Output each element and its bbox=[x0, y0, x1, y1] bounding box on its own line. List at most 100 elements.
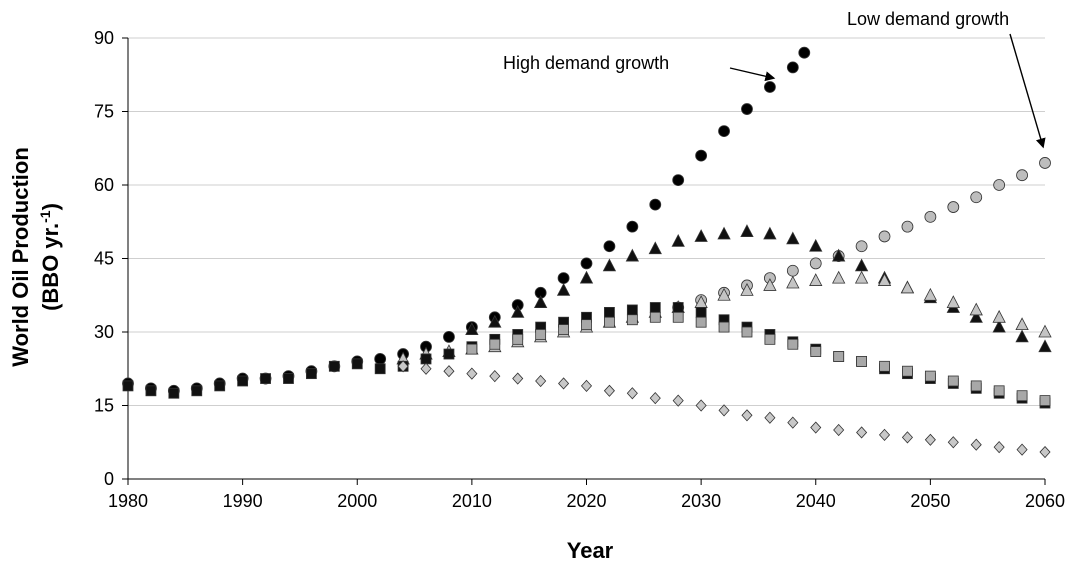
annotation-low-demand: Low demand growth bbox=[847, 9, 1009, 29]
series-5-square bbox=[466, 311, 1051, 407]
point-triangle bbox=[900, 280, 915, 294]
point-square bbox=[856, 355, 867, 367]
point-square bbox=[351, 358, 363, 370]
point-circle bbox=[878, 230, 891, 243]
y-axis-unit-main: (BBO yr. bbox=[38, 223, 63, 311]
point-circle bbox=[374, 353, 387, 365]
point-square bbox=[810, 346, 822, 358]
point-circle bbox=[798, 46, 811, 59]
x-tick-label-2030: 2030 bbox=[681, 491, 721, 511]
point-circle bbox=[718, 125, 730, 138]
point-circle bbox=[786, 61, 799, 74]
x-tick-label-1980: 1980 bbox=[108, 491, 148, 511]
point-triangle bbox=[763, 226, 777, 240]
point-circle bbox=[695, 149, 708, 162]
point-diamond bbox=[947, 436, 959, 449]
y-tick-label-60: 60 bbox=[94, 175, 114, 195]
point-triangle bbox=[809, 238, 823, 252]
point-diamond bbox=[672, 394, 684, 407]
point-diamond bbox=[649, 392, 661, 405]
y-tick-label-90: 90 bbox=[94, 28, 114, 48]
point-square bbox=[581, 319, 592, 331]
point-circle bbox=[557, 272, 570, 285]
point-square bbox=[787, 338, 799, 350]
point-circle bbox=[741, 103, 753, 115]
point-triangle bbox=[740, 282, 754, 296]
point-square bbox=[672, 302, 684, 313]
point-triangle bbox=[1015, 329, 1029, 343]
point-square bbox=[260, 373, 271, 384]
point-square bbox=[512, 333, 524, 345]
point-square bbox=[328, 360, 340, 372]
point-square bbox=[764, 333, 776, 345]
point-diamond bbox=[1016, 443, 1028, 456]
y-axis-title-group: World Oil Production bbox=[8, 147, 33, 367]
point-square bbox=[879, 360, 890, 372]
point-square bbox=[1016, 390, 1028, 402]
point-square bbox=[902, 365, 913, 377]
y-axis-unit: (BBO yr.-1) bbox=[37, 203, 63, 311]
point-diamond bbox=[764, 411, 776, 424]
point-square bbox=[420, 353, 432, 365]
point-diamond bbox=[993, 441, 1005, 454]
point-triangle bbox=[992, 319, 1006, 333]
y-axis-unit-group: (BBO yr.-1) bbox=[37, 203, 63, 311]
point-diamond bbox=[810, 421, 822, 434]
point-triangle bbox=[854, 270, 869, 284]
point-square bbox=[283, 373, 294, 384]
point-diamond bbox=[397, 360, 409, 373]
point-square bbox=[833, 351, 845, 362]
point-triangle bbox=[556, 282, 571, 296]
x-tick-label-2020: 2020 bbox=[566, 491, 606, 511]
point-square bbox=[947, 375, 959, 387]
point-circle bbox=[649, 198, 662, 211]
x-tick-label-2010: 2010 bbox=[452, 491, 492, 511]
point-triangle bbox=[625, 248, 640, 262]
point-triangle bbox=[579, 270, 594, 284]
point-circle bbox=[672, 174, 685, 187]
point-diamond bbox=[489, 370, 501, 383]
point-circle bbox=[924, 210, 937, 223]
point-triangle bbox=[809, 273, 823, 286]
point-diamond bbox=[718, 404, 730, 417]
point-circle bbox=[947, 201, 960, 213]
point-diamond bbox=[924, 433, 936, 446]
point-diamond bbox=[787, 416, 799, 429]
point-square bbox=[1039, 395, 1051, 407]
point-circle bbox=[443, 330, 455, 343]
point-triangle bbox=[877, 273, 892, 286]
point-square bbox=[466, 343, 478, 355]
x-tick-label-2050: 2050 bbox=[910, 491, 950, 511]
series-1-circle bbox=[672, 157, 1051, 314]
point-square bbox=[649, 302, 661, 313]
point-square bbox=[535, 329, 547, 340]
point-square bbox=[741, 326, 753, 338]
point-circle bbox=[580, 257, 593, 270]
point-circle bbox=[993, 179, 1006, 191]
x-tick-label-2060: 2060 bbox=[1025, 491, 1065, 511]
point-diamond bbox=[970, 438, 982, 451]
point-triangle bbox=[992, 309, 1006, 323]
series-0-circle bbox=[122, 46, 811, 397]
series-2-triangle bbox=[465, 224, 1052, 353]
point-square bbox=[695, 316, 707, 328]
x-tick-label-1990: 1990 bbox=[223, 491, 263, 511]
point-square bbox=[489, 338, 501, 350]
annotation-high-demand: High demand growth bbox=[503, 53, 669, 73]
point-square bbox=[993, 385, 1005, 397]
point-triangle bbox=[763, 278, 777, 291]
series-4-square bbox=[122, 302, 1051, 409]
point-triangle bbox=[786, 231, 800, 245]
point-square bbox=[626, 314, 638, 326]
y-axis-title: World Oil Production bbox=[8, 147, 33, 367]
point-diamond bbox=[443, 365, 455, 378]
y-tick-label-15: 15 bbox=[94, 396, 114, 416]
point-triangle bbox=[648, 241, 662, 255]
annotation-low-demand-arrow bbox=[1009, 33, 1046, 149]
point-circle bbox=[855, 240, 868, 253]
point-square bbox=[695, 306, 707, 318]
point-square bbox=[237, 375, 249, 387]
point-square bbox=[168, 387, 180, 399]
point-triangle bbox=[786, 275, 800, 289]
